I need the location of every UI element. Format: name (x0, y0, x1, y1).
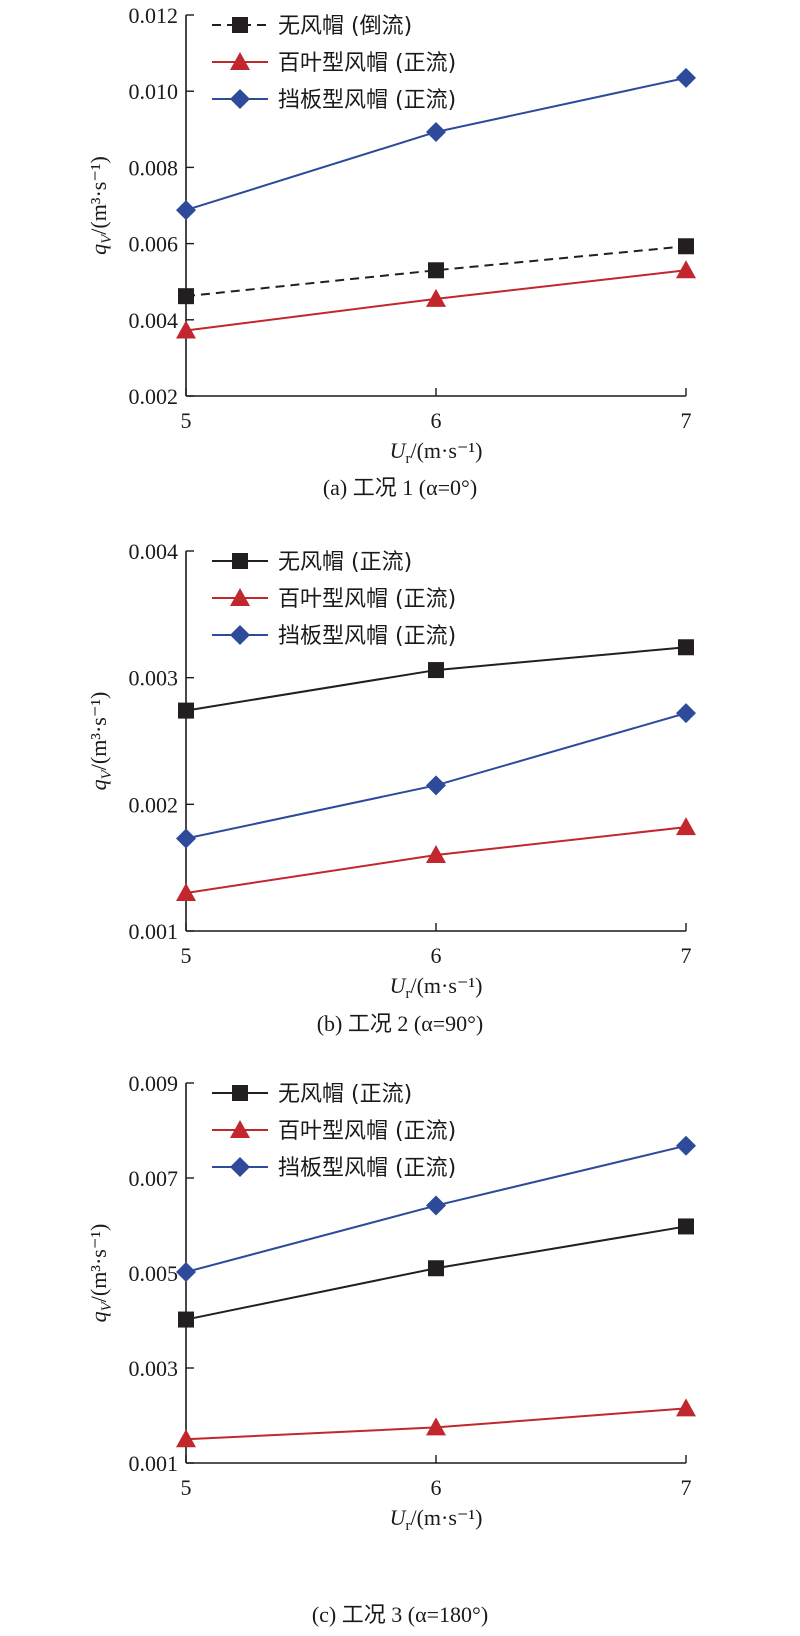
legend-marker-a-1 (230, 52, 250, 70)
data-point-b-1-1 (426, 845, 446, 863)
y-tick-label-a-3: 0.008 (129, 155, 179, 180)
data-point-a-0-2 (678, 238, 694, 255)
x-tick-label-b-2: 7 (681, 943, 692, 968)
legend-marker-c-2 (230, 1157, 250, 1177)
chart-caption-b: (b) 工况 2 (α=90°) (316, 1011, 484, 1036)
chart-svg-b: 0.001 0.002 0.003 0.004 5 6 7 Ur/(m·s⁻¹) qV/(m³·… (86, 539, 696, 1002)
y-axis-label-a: qV/(m³·s⁻¹) (86, 156, 115, 255)
x-axis-label-b: Ur/(m·s⁻¹) (390, 973, 483, 1002)
legend-label-b-0: 无风帽 (正流) (278, 550, 412, 575)
chart-caption-c: (c) 工况 3 (α=180°) (311, 1602, 489, 1627)
x-axis-label-c: Ur/(m·s⁻¹) (390, 1505, 483, 1534)
legend-marker-b-1 (230, 588, 250, 606)
chart-caption-a: (a) 工况 1 (α=0°) (322, 475, 478, 500)
y-tick-label-c-1: 0.003 (129, 1356, 179, 1381)
legend-marker-c-1 (230, 1120, 250, 1138)
x-tick-label-c-1: 6 (431, 1475, 442, 1500)
legend-marker-a-0 (232, 17, 248, 33)
data-point-b-0-2 (678, 639, 694, 656)
data-point-b-2-2 (676, 703, 696, 724)
data-point-b-2-0 (176, 828, 196, 849)
x-axis-label-a: Ur/(m·s⁻¹) (390, 438, 483, 467)
series-line-b-0 (185, 646, 687, 712)
chart-panel-a: 0.002 0.004 0.006 0.008 0.010 0.012 5 6 7 Ur/(m·s… (0, 0, 800, 545)
y-tick-label-a-5: 0.012 (129, 3, 179, 28)
y-tick-label-b-0: 0.001 (129, 919, 179, 944)
x-tick-label-a-0: 5 (181, 408, 192, 433)
data-point-b-2-1 (426, 775, 446, 796)
data-point-a-0-1 (428, 262, 444, 279)
data-point-c-2-0 (176, 1262, 196, 1283)
legend-label-b-2: 挡板型风帽 (正流) (278, 624, 456, 649)
data-point-c-1-2 (676, 1398, 696, 1417)
data-point-b-1-2 (676, 817, 696, 836)
legend-marker-b-2 (230, 625, 250, 645)
data-point-a-2-2 (676, 67, 696, 88)
data-point-b-0-1 (428, 662, 444, 679)
y-axis-label-b: qV/(m³·s⁻¹) (86, 692, 115, 791)
chart-svg-a: 0.002 0.004 0.006 0.008 0.010 0.012 5 6 7 Ur/(m·s… (86, 3, 696, 467)
y-tick-label-a-0: 0.002 (129, 384, 179, 409)
data-point-c-2-1 (426, 1195, 446, 1216)
y-tick-label-b-2: 0.003 (129, 666, 179, 691)
y-tick-label-a-4: 0.010 (129, 79, 179, 104)
series-line-a-0 (185, 245, 687, 298)
legend-label-a-0: 无风帽 (倒流) (278, 14, 412, 39)
legend-marker-b-0 (232, 553, 248, 569)
y-tick-label-c-4: 0.009 (129, 1071, 179, 1096)
data-point-a-2-1 (426, 121, 446, 142)
data-point-c-0-1 (428, 1260, 444, 1277)
y-axis-label-c: qV/(m³·s⁻¹) (86, 1224, 115, 1323)
y-tick-label-b-1: 0.002 (129, 792, 179, 817)
legend-label-b-1: 百叶型风帽 (正流) (278, 587, 456, 612)
legend-label-c-0: 无风帽 (正流) (278, 1082, 412, 1107)
data-point-b-1-0 (176, 883, 196, 901)
data-point-a-1-1 (426, 288, 446, 307)
legend-marker-a-2 (230, 89, 250, 109)
y-tick-label-a-1: 0.004 (129, 308, 179, 333)
x-tick-label-c-0: 5 (181, 1475, 192, 1500)
data-point-a-1-0 (176, 320, 196, 339)
data-point-a-2-0 (176, 200, 196, 221)
data-point-c-1-1 (426, 1417, 446, 1436)
y-tick-label-c-2: 0.005 (129, 1261, 179, 1286)
chart-panel-b: 0.001 0.002 0.003 0.004 5 6 7 Ur/(m·s⁻¹) qV/(m³·… (0, 536, 800, 1081)
legend-label-a-2: 挡板型风帽 (正流) (278, 88, 456, 113)
legend-marker-c-0 (232, 1085, 248, 1101)
y-tick-label-a-2: 0.006 (129, 232, 179, 257)
chart-svg-c: 0.001 0.003 0.005 0.007 0.009 5 6 7 Ur/(m·s⁻¹) qV… (86, 1071, 696, 1534)
data-point-b-0-0 (178, 702, 194, 719)
y-tick-label-c-0: 0.001 (129, 1451, 179, 1476)
y-tick-label-b-3: 0.004 (129, 539, 179, 564)
x-tick-label-a-2: 7 (681, 408, 692, 433)
data-point-a-1-2 (676, 260, 696, 279)
data-point-c-0-2 (678, 1218, 694, 1235)
chart-panel-c: 0.001 0.003 0.005 0.007 0.009 5 6 7 Ur/(m·s⁻¹) qV… (0, 1071, 800, 1627)
data-point-c-2-2 (676, 1135, 696, 1156)
x-tick-label-b-0: 5 (181, 943, 192, 968)
legend-label-a-1: 百叶型风帽 (正流) (278, 51, 456, 76)
data-point-c-1-0 (176, 1429, 196, 1448)
x-tick-label-a-1: 6 (431, 408, 442, 433)
legend-label-c-2: 挡板型风帽 (正流) (278, 1156, 456, 1181)
y-tick-label-c-3: 0.007 (129, 1166, 179, 1191)
data-point-a-0-0 (178, 288, 194, 305)
x-tick-label-c-2: 7 (681, 1475, 692, 1500)
legend-label-c-1: 百叶型风帽 (正流) (278, 1119, 456, 1144)
x-tick-label-b-1: 6 (431, 943, 442, 968)
data-point-c-0-0 (178, 1311, 194, 1328)
